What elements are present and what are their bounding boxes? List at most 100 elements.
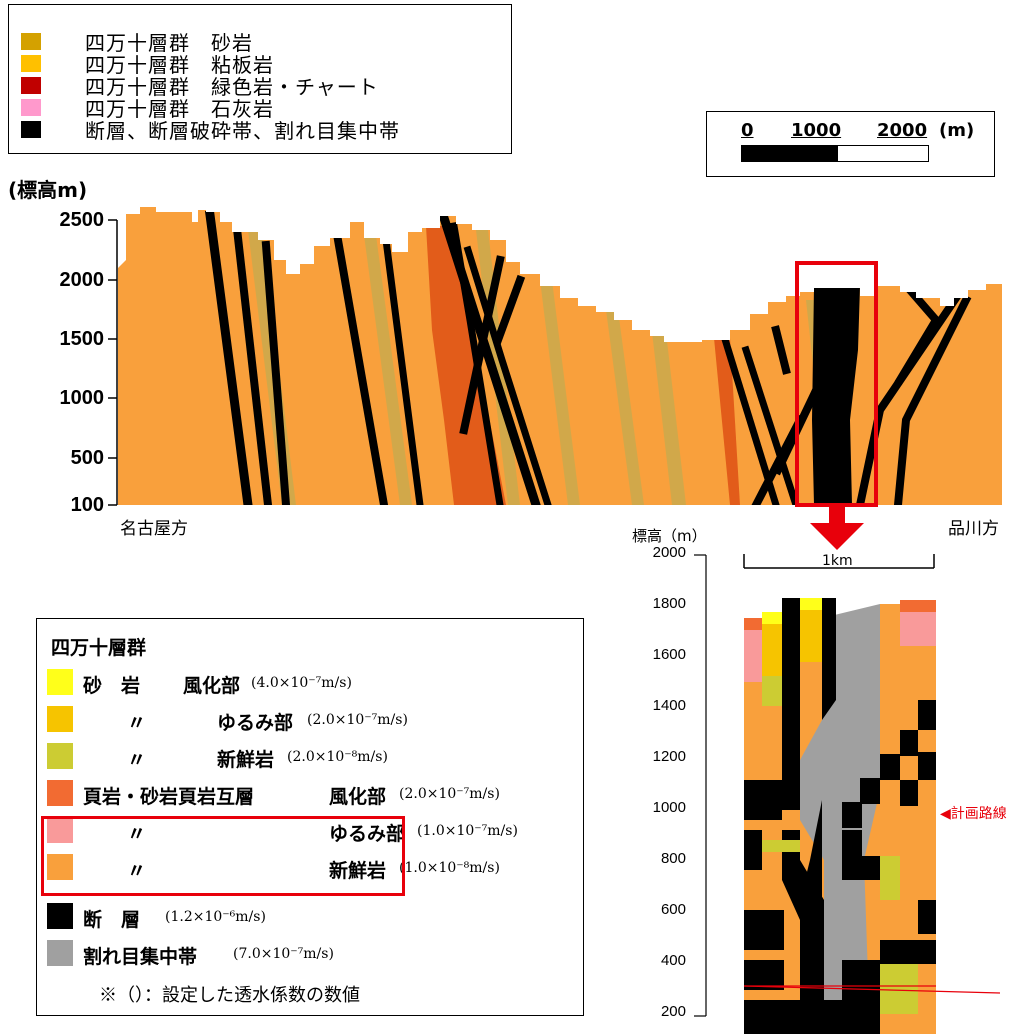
legend-swatch: [47, 669, 73, 695]
fault-line: [333, 235, 389, 505]
profile-y-axis: [108, 219, 118, 506]
legend-rock-name: 〃: [127, 749, 147, 771]
legend-fracture-name: 割れ目集中帯: [83, 946, 198, 968]
legend-swatch: [47, 780, 73, 806]
detail-y-tick: 1000: [652, 799, 686, 816]
direction-label-shinagawa: 品川方: [948, 519, 999, 539]
fault-lines: [204, 209, 972, 505]
fault-line: [261, 240, 291, 505]
fault-highlight-frame: [41, 816, 405, 896]
fault-line: [492, 274, 526, 346]
profile-y-tick: 1000: [59, 387, 105, 409]
legend-label: 四万十層群 砂岩: [85, 30, 253, 55]
legend-item-limestone: 四万十層群 石灰岩: [21, 96, 274, 121]
fault-line: [771, 325, 791, 375]
direction-label-nagoya: 名古屋方: [120, 519, 188, 539]
sandstone-band: [476, 230, 520, 505]
highlight-arrow-head: [810, 523, 864, 550]
profile-y-tick: 500: [70, 447, 104, 469]
legend-coef: (1.0×10⁻⁸m/s): [399, 860, 500, 876]
fault-line: [893, 294, 972, 505]
legend-swatch: [21, 120, 41, 138]
scale-bar: 0 1000 2000 (m): [706, 111, 995, 177]
profile-y-title: (標高m): [8, 178, 88, 202]
profile-y-tick: 100: [70, 494, 104, 516]
legend-rock-name: 砂 岩: [83, 675, 141, 697]
legend-item-sandstone: 四万十層群 砂岩: [21, 30, 253, 55]
legend-rock-name: 頁岩・砂岩頁岩互層: [83, 786, 255, 808]
fault-line: [463, 245, 553, 505]
legend-part: 風化部: [183, 675, 241, 697]
sandstone-band: [364, 235, 412, 505]
detail-y-tick: 200: [660, 1003, 686, 1020]
detail-y-tick: 1600: [652, 646, 686, 663]
legend-item-slate: 四万十層群 粘板岩: [21, 52, 274, 77]
legend-item-fault: 断層、断層破砕帯、割れ目集中帯: [21, 118, 400, 143]
detail-y-tick: 800: [660, 850, 686, 867]
legend-label: 断層、断層破砕帯、割れ目集中帯: [85, 118, 400, 143]
permeability-legend: 四万十層群 砂 岩 風化部 (4.0×10⁻⁷m/s) 〃 ゆるみ部 (2.0×…: [36, 618, 584, 1016]
fault-line: [894, 284, 941, 386]
sandstone-band: [652, 332, 686, 505]
planned-route-extension: [743, 985, 1001, 994]
scale-tick-1000: 1000: [791, 120, 842, 141]
detail-y-tick: 1800: [652, 595, 686, 612]
detail-geology: [744, 598, 936, 1034]
legend-label: 四万十層群 緑色岩・チャート: [85, 74, 379, 99]
fault-line: [449, 221, 505, 505]
profile-y-tick: 2500: [59, 209, 105, 231]
legend-coef: (2.0×10⁻⁷m/s): [307, 712, 408, 728]
legend-part: ゆるみ部: [329, 823, 406, 845]
profile-y-tick: 2000: [59, 269, 105, 291]
legend-swatch-fracture: [47, 940, 73, 966]
legend-swatch: [21, 76, 41, 94]
scale-bar-black: [741, 145, 837, 162]
legend-rock-name: 〃: [127, 860, 147, 882]
detail-y-tick: 1400: [652, 697, 686, 714]
detail-y-tick: 2000: [652, 544, 686, 561]
legend-swatch: [47, 743, 73, 769]
legend-swatch: [47, 817, 73, 843]
legend-note: ※（）：設定した透水係数の数値: [99, 985, 360, 1006]
scale-tick-0: 0: [741, 120, 754, 141]
legend-label: 四万十層群 粘板岩: [85, 52, 274, 77]
detail-y-axis: [694, 554, 707, 1017]
legend-coef: (4.0×10⁻⁷m/s): [251, 675, 352, 691]
detail-y-tick: 600: [660, 901, 686, 918]
legend-swatch: [47, 854, 73, 880]
legend-rock-name: 〃: [127, 823, 147, 845]
legend-swatch: [21, 98, 41, 116]
fault-line: [741, 345, 801, 505]
legend-coef: (2.0×10⁻⁷m/s): [399, 786, 500, 802]
sandstone-band: [540, 280, 580, 505]
detail-y-tick: 1200: [652, 748, 686, 765]
geology-legend: 四万十層群 砂岩 四万十層群 粘板岩 四万十層群 緑色岩・チャート 四万十層群 …: [8, 4, 512, 154]
legend-part: ゆるみ部: [217, 712, 294, 734]
legend-rock-name: 〃: [127, 712, 147, 734]
legend-part: 新鮮岩: [329, 860, 387, 882]
legend-part: 新鮮岩: [217, 749, 275, 771]
legend-group-title: 四万十層群: [51, 637, 147, 659]
highlight-arrow-shaft: [829, 505, 845, 523]
sandstone-band: [606, 310, 644, 505]
legend-item-greenstone: 四万十層群 緑色岩・チャート: [21, 74, 379, 99]
fault-line: [382, 236, 424, 505]
legend-swatch: [21, 32, 41, 50]
legend-coef: (1.0×10⁻⁷m/s): [417, 823, 518, 839]
legend-swatch-fault: [47, 903, 73, 929]
detail-y-title: 標高（m）: [632, 527, 707, 545]
fault-line: [204, 209, 254, 505]
legend-part: 風化部: [329, 786, 387, 808]
legend-coef: (2.0×10⁻⁸m/s): [287, 749, 388, 765]
legend-swatch: [21, 54, 41, 72]
greenstone-body: [714, 338, 740, 505]
detail-scale-label: 1km: [822, 553, 853, 569]
legend-fracture-coef: (7.0×10⁻⁷m/s): [233, 946, 334, 962]
main-fault-zone: [812, 286, 860, 505]
legend-fault-name: 断 層: [83, 909, 141, 931]
scale-tick-2000: 2000: [877, 120, 928, 141]
scale-unit: (m): [939, 120, 975, 141]
legend-swatch: [47, 706, 73, 732]
